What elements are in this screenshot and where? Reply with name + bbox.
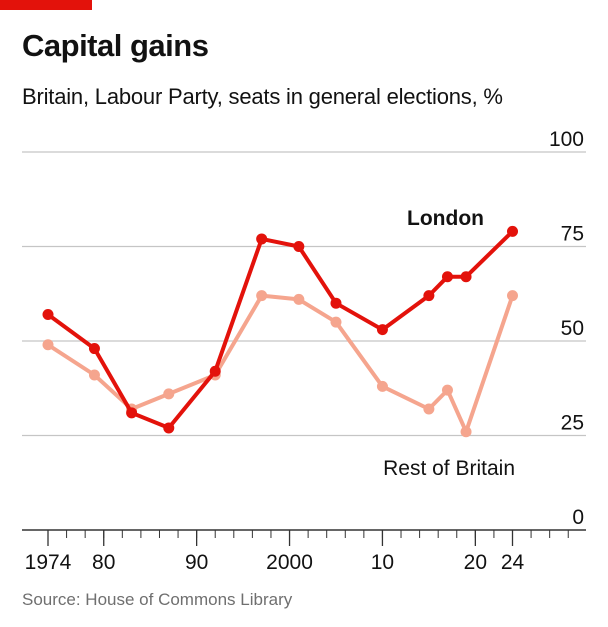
series <box>42 225 518 438</box>
x-tick-label: 80 <box>92 551 115 574</box>
data-point-rest-of-britain <box>441 384 453 396</box>
chart-subtitle: Britain, Labour Party, seats in general … <box>22 84 503 109</box>
data-point-london <box>209 365 221 377</box>
data-point-london <box>441 271 453 283</box>
series-line-rest-of-britain <box>46 293 515 434</box>
x-axis: 1974 80 90 2000 10 20 24 <box>22 529 586 574</box>
data-point-london <box>423 290 435 302</box>
data-point-rest-of-britain <box>460 426 472 438</box>
series-label-london: London <box>407 207 484 230</box>
x-tick-label: 10 <box>371 551 394 574</box>
data-point-rest-of-britain <box>293 293 305 305</box>
data-point-london <box>376 324 388 336</box>
data-point-rest-of-britain <box>376 380 388 392</box>
y-tick-label: 50 <box>561 317 584 340</box>
data-point-london <box>126 407 138 419</box>
data-point-london <box>163 422 175 434</box>
y-tick-label: 75 <box>561 223 584 246</box>
data-point-rest-of-britain <box>423 403 435 415</box>
series-labels: London Rest of Britain <box>383 207 515 480</box>
y-tick-label: 25 <box>561 412 584 435</box>
brand-tag <box>0 0 92 10</box>
data-point-london <box>42 309 54 321</box>
x-tick-label: 90 <box>185 551 208 574</box>
x-tick-label: 24 <box>501 551 525 574</box>
data-point-london <box>256 233 268 245</box>
chart-title: Capital gains <box>22 28 209 63</box>
x-tick-label: 1974 <box>25 551 72 574</box>
data-point-london <box>293 241 305 252</box>
x-tick-label: 20 <box>464 551 487 574</box>
data-point-london <box>460 271 472 283</box>
data-point-london <box>330 297 342 309</box>
data-point-rest-of-britain <box>88 369 100 381</box>
data-point-rest-of-britain <box>507 290 518 302</box>
x-tick-label: 2000 <box>266 551 313 574</box>
y-tick-label: 100 <box>549 128 584 151</box>
data-point-rest-of-britain <box>330 316 342 328</box>
y-tick-label: 0 <box>572 506 584 529</box>
source-note: Source: House of Commons Library <box>22 590 293 609</box>
data-point-rest-of-britain <box>163 388 175 400</box>
series-label-rest-of-britain: Rest of Britain <box>383 457 515 480</box>
data-point-london <box>507 225 518 237</box>
data-point-rest-of-britain <box>256 290 268 302</box>
data-point-london <box>88 343 100 355</box>
data-point-rest-of-britain <box>42 339 54 351</box>
